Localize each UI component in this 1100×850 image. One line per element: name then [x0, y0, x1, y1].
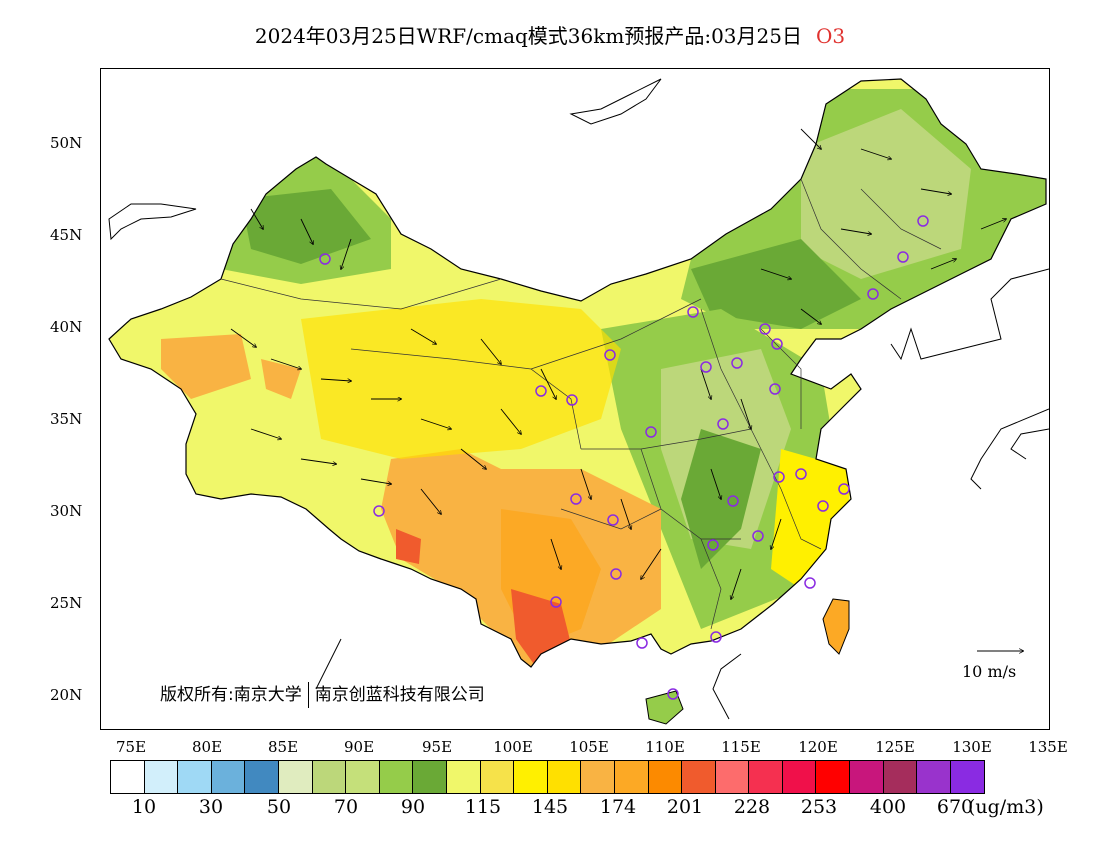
copyright-company: 南京创蓝科技有限公司 — [314, 685, 485, 705]
lat-label: 40N — [50, 318, 83, 336]
legend-tick-label: 670 — [936, 796, 974, 818]
legend-swatch — [144, 761, 179, 793]
lon-label: 115E — [721, 738, 761, 756]
map-panel[interactable] — [100, 68, 1050, 730]
lon-label: 120E — [798, 738, 838, 756]
lat-label: 20N — [50, 686, 83, 704]
title-text: 2024年03月25日WRF/cmaq模式36km预报产品:03月25日 — [254, 24, 802, 48]
copyright-owner: 版权所有:南京大学 — [160, 685, 302, 705]
lat-label: 25N — [50, 594, 83, 612]
lat-label: 35N — [50, 410, 83, 428]
legend-swatch — [278, 761, 313, 793]
legend-swatch — [648, 761, 683, 793]
legend-unit: (ug/m3) — [968, 796, 1044, 818]
legend-swatch — [715, 761, 750, 793]
map-canvas — [108, 78, 1049, 725]
lat-label: 30N — [50, 502, 83, 520]
legend-tick-label: 30 — [198, 796, 224, 818]
legend-tick-label: 50 — [266, 796, 292, 818]
legend-tick-label: 174 — [599, 796, 637, 818]
wind-reference-label: 10 m/s — [962, 662, 1017, 681]
legend-tick-label: 253 — [800, 796, 838, 818]
legend-swatch — [178, 761, 212, 793]
legend-swatch — [850, 761, 884, 793]
legend-swatch — [581, 761, 615, 793]
legend-swatch — [312, 761, 347, 793]
legend-swatch — [446, 761, 481, 793]
lon-label: 85E — [267, 738, 299, 756]
lon-label: 95E — [421, 738, 453, 756]
lon-label: 130E — [952, 738, 992, 756]
lon-label: 90E — [343, 738, 375, 756]
legend-swatch — [614, 761, 649, 793]
legend-tick-label: 201 — [666, 796, 704, 818]
legend-swatch — [211, 761, 246, 793]
legend-swatch — [547, 761, 582, 793]
legend-swatch — [379, 761, 414, 793]
legend-swatch — [749, 761, 783, 793]
lon-label: 135E — [1028, 738, 1068, 756]
lat-label: 50N — [50, 134, 83, 152]
lon-label: 100E — [493, 738, 533, 756]
lon-label: 80E — [191, 738, 223, 756]
legend-tick-label: 400 — [869, 796, 907, 818]
legend-tick-label: 10 — [131, 796, 157, 818]
legend-swatch — [950, 761, 985, 793]
copyright-divider — [307, 682, 309, 708]
legend-tick-label: 228 — [733, 796, 771, 818]
legend-swatch — [883, 761, 918, 793]
pollutant-label: O3 — [815, 24, 846, 48]
legend-tick-label: 145 — [531, 796, 569, 818]
legend-swatch — [514, 761, 548, 793]
lon-label: 75E — [115, 738, 147, 756]
legend-swatch — [782, 761, 817, 793]
map-title: 2024年03月25日WRF/cmaq模式36km预报产品:03月25日 O3 — [0, 20, 1100, 49]
legend-swatch — [816, 761, 851, 793]
lon-label: 110E — [645, 738, 685, 756]
legend-tick-label: 70 — [333, 796, 359, 818]
legend-tick-label: 90 — [400, 796, 426, 818]
lon-label: 105E — [569, 738, 609, 756]
legend-swatch — [346, 761, 380, 793]
legend-swatch — [245, 761, 279, 793]
legend-swatch — [480, 761, 515, 793]
legend-tick-label: 115 — [464, 796, 502, 818]
legend-swatch — [917, 761, 951, 793]
legend-swatch — [682, 761, 716, 793]
legend-swatch — [111, 761, 145, 793]
copyright-note: 版权所有:南京大学 南京创蓝科技有限公司 — [160, 680, 485, 708]
lat-label: 45N — [50, 226, 83, 244]
lon-label: 125E — [875, 738, 915, 756]
legend-swatch — [413, 761, 447, 793]
color-legend-bar — [110, 760, 986, 794]
